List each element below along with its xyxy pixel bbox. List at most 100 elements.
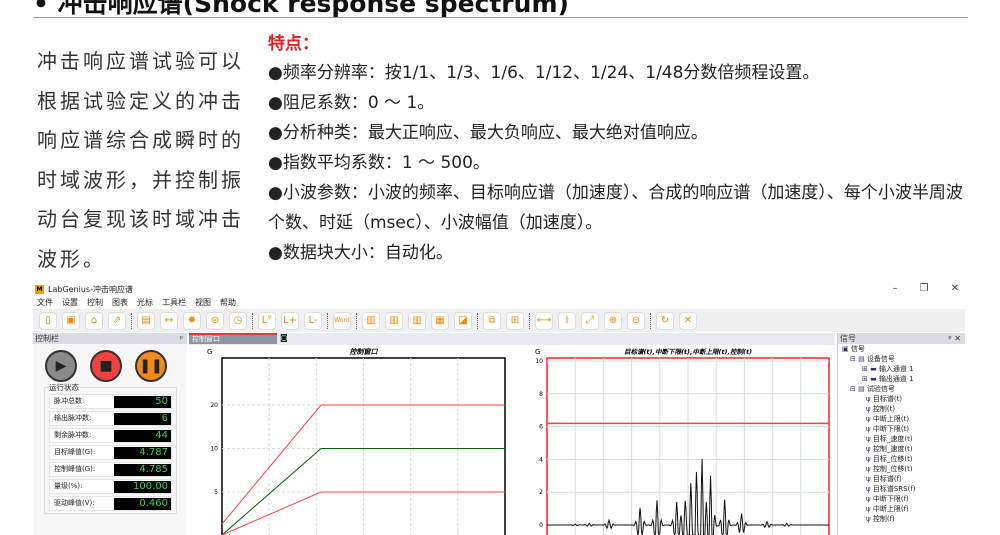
toolbar-export-button[interactable]: ⇗ — [108, 311, 126, 330]
tree-item-label: 目标_速度(t) — [872, 435, 913, 443]
chart2-ytick: 8 — [539, 391, 543, 398]
tree-item[interactable]: ψ 中断上限(t) — [838, 414, 965, 424]
app-logo-icon: M — [35, 285, 44, 294]
menu-item[interactable]: 视图 — [195, 297, 211, 307]
status-row: 驱动峰值(V): 0.460 — [49, 496, 172, 511]
toolbar-settings-button[interactable]: ✹ — [183, 311, 201, 330]
pin-icon[interactable]: ᵖ — [179, 334, 183, 343]
tree-item-label: 输入通道 1 — [878, 365, 914, 373]
tree-item[interactable]: ψ 控制(f) — [838, 514, 965, 524]
stop-button[interactable]: ■ — [90, 350, 122, 382]
status-label: 目标峰值(G): — [54, 448, 96, 456]
chart2-ytick: 10 — [535, 358, 543, 365]
toolbar-open-button[interactable]: ⌂ — [85, 311, 103, 330]
toolbar-L-button[interactable]: L° — [258, 311, 276, 330]
tab-list-icon[interactable]: ◙ — [280, 333, 288, 342]
play-button[interactable]: ▶ — [45, 350, 77, 382]
tree-item-label: 中断下限(t) — [872, 425, 910, 433]
tree-item-label: 目标谱SRS(f) — [872, 485, 916, 493]
menu-item[interactable]: 工具栏 — [162, 297, 186, 307]
menu-item[interactable]: 设置 — [62, 297, 78, 307]
menu-item[interactable]: 文件 — [37, 297, 53, 307]
tree-item-label: 中断下限(f) — [872, 495, 909, 503]
status-label: 驱动峰值(V): — [54, 499, 95, 507]
toolbar-separator — [356, 312, 357, 329]
feature-item: ●分析种类：最大正响应、最大负响应、最大绝对值响应。 — [268, 123, 708, 143]
signal-icon: ψ — [866, 505, 873, 513]
signal-icon: ψ — [866, 455, 873, 463]
signal-panel: 信号 ᵖ ✕ ▣ 信号 ⊟ ▤ 设备信号 ⊞ ▬ 输入通道 1 ⊞ ▬ 输出通道 1 ⊟ … — [837, 333, 965, 535]
tree-item-label: 目标_位移(t) — [872, 455, 913, 463]
maximize-button[interactable]: ❐ — [919, 283, 929, 294]
toolbar-zoomout-button[interactable]: ⊖ — [627, 311, 645, 330]
tree-item[interactable]: ψ 目标_位移(t) — [838, 454, 965, 464]
chart2-ytick: 0 — [539, 522, 543, 529]
toolbar-filter-button[interactable]: ⊜ — [206, 311, 224, 330]
signal-icon: ψ — [866, 405, 873, 413]
toolbar-new-button[interactable]: ▯ — [39, 311, 57, 330]
toolbar-bars3-button[interactable]: ▥ — [408, 311, 426, 330]
tree-item-label: 信号 — [850, 345, 865, 353]
toolbar-bars1-button[interactable]: ▥ — [362, 311, 380, 330]
features-title: 特点： — [268, 34, 319, 54]
signal-icon: ⊞ ▬ — [862, 375, 879, 383]
toolbar-save-button[interactable]: ▣ — [62, 311, 80, 330]
tree-item[interactable]: ψ 目标谱SRS(f) — [838, 484, 965, 494]
tree-item[interactable]: ψ 控制_位移(t) — [838, 464, 965, 474]
chart2-control-waveform — [547, 458, 829, 535]
status-row: 剩余脉冲数: 44 — [49, 428, 172, 443]
tree-item[interactable]: ⊟ ▤ 试验信号 — [838, 384, 965, 394]
toolbar-clip-button[interactable]: ▤ — [137, 311, 155, 330]
menu-item[interactable]: 图表 — [112, 297, 128, 307]
menu-item[interactable]: 光标 — [137, 297, 153, 307]
chart2-ytick: 4 — [539, 456, 543, 463]
toolbar-layout2-button[interactable]: ⊞ — [506, 311, 524, 330]
minimize-button[interactable]: – — [892, 283, 898, 294]
menu-item[interactable]: 帮助 — [220, 297, 236, 307]
app-window: M LabGenius-冲击响应谱 – ❐ ✕ 文件 设置 控制 图表 光标 工具栏 视图 帮助 … — [33, 283, 965, 535]
tree-item-label: 中断上限(f) — [872, 505, 909, 513]
toolbar-separator — [650, 312, 651, 329]
toolbar-bars2-button[interactable]: ▥ — [385, 311, 403, 330]
toolbar-L-button[interactable]: L+ — [281, 311, 299, 330]
toolbar-L-button[interactable]: L- — [304, 311, 322, 330]
tree-item[interactable]: ▣ 信号 — [838, 344, 965, 354]
tree-item[interactable]: ψ 中断下限(t) — [838, 424, 965, 434]
toolbar: ▯ ▣ ⌂ ⇗ ▤ ↔ ✹ ⊜ ◷ L° L+ L- Word ▥ ▥ ▥ ▦ ◪ ⧉ ⊞ ⟷ I ⤢ ⊕ ⊖ ↻ ✕ — [33, 309, 965, 332]
tree-item[interactable]: ⊟ ▤ 设备信号 — [838, 354, 965, 364]
toolbar-refresh-button[interactable]: ↻ — [656, 311, 674, 330]
tree-item[interactable]: ψ 控制(t) — [838, 404, 965, 414]
menu-item[interactable]: 控制 — [87, 297, 103, 307]
chart1-ytick: 20 — [210, 402, 218, 409]
toolbar-clock-button[interactable]: ◷ — [229, 311, 247, 330]
chart1-series-line — [221, 404, 505, 525]
toolbar-fullscreen-button[interactable]: ✕ — [679, 311, 697, 330]
divider — [33, 17, 968, 18]
close-button[interactable]: ✕ — [950, 283, 959, 294]
tab-control-window[interactable]: 控制窗口 — [189, 333, 277, 344]
chart1-ytick: 5 — [214, 489, 218, 496]
tree-item[interactable]: ⊞ ▬ 输入通道 1 — [838, 364, 965, 374]
tree-item[interactable]: ψ 目标_速度(t) — [838, 434, 965, 444]
toolbar-layout1-button[interactable]: ⧉ — [483, 311, 501, 330]
control-panel-title: 控制栏 — [35, 334, 59, 343]
status-label: 脉冲总数: — [54, 397, 85, 405]
tree-item[interactable]: ⊞ ▬ 输出通道 1 — [838, 374, 965, 384]
chart2-ytick: 6 — [539, 424, 543, 431]
status-value: 4.785 — [114, 463, 171, 476]
toolbar-fitx-button[interactable]: ⟷ — [535, 311, 553, 330]
toolbar-zoomin-button[interactable]: ⊕ — [604, 311, 622, 330]
panel-close-icon[interactable]: ᵖ ✕ — [948, 334, 961, 343]
toolbar-fitxy-button[interactable]: ⤢ — [581, 311, 599, 330]
toolbar-fity-button[interactable]: I — [558, 311, 576, 330]
tree-item[interactable]: ψ 中断下限(f) — [838, 494, 965, 504]
tree-item[interactable]: ψ 控制_速度(t) — [838, 444, 965, 454]
tree-item[interactable]: ψ 目标谱(t) — [838, 394, 965, 404]
tree-item[interactable]: ψ 中断上限(f) — [838, 504, 965, 514]
pause-button[interactable]: ❚❚ — [135, 350, 167, 382]
toolbar-Word-button[interactable]: Word — [333, 311, 351, 330]
toolbar-grid-button[interactable]: ▦ — [431, 311, 449, 330]
tree-item[interactable]: ψ 目标谱(f) — [838, 474, 965, 484]
toolbar-width-button[interactable]: ↔ — [160, 311, 178, 330]
toolbar-area-button[interactable]: ◪ — [454, 311, 472, 330]
